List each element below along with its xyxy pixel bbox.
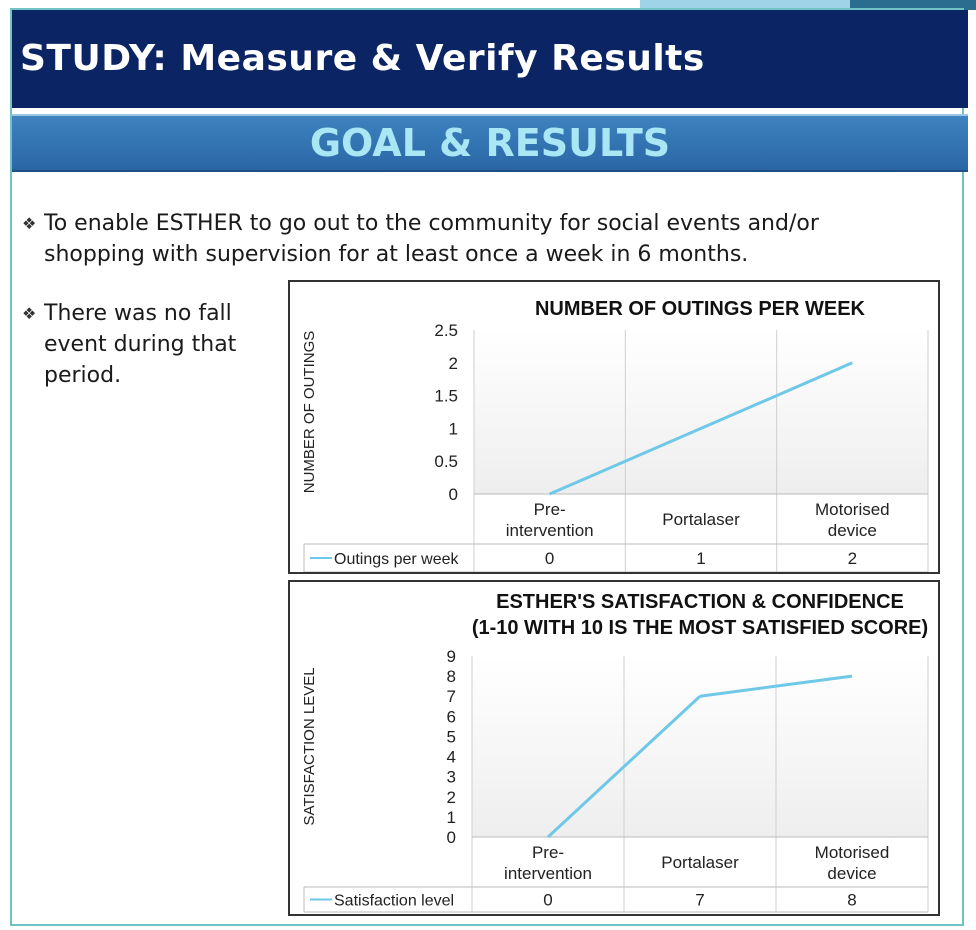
chart2-y-tick-label: 0 [447,828,456,847]
chart1-y-tick-label: 1.5 [434,387,458,406]
chart2-y-tick-label: 4 [447,748,456,767]
chart2-plot-area [472,656,928,837]
chart1-data-value: 2 [848,549,857,568]
outings-chart: NUMBER OF OUTINGS PER WEEK NUMBER OF OUTI… [288,280,940,574]
chart1-category-label: Portalaser [662,510,740,529]
title-bar: STUDY: Measure & Verify Results [12,10,968,108]
chart2-data-value: 0 [543,891,552,910]
chart2-y-tick-label: 2 [447,788,456,807]
chart2-y-tick-label: 8 [447,667,456,686]
chart1-series-line [549,427,702,496]
chart1-data-value: 1 [696,549,705,568]
chart1-y-axis-label: NUMBER OF OUTINGS [301,331,318,494]
chart1-y-tick-label: 1 [449,419,458,438]
note-bullet: ❖ There was no fall event during that pe… [22,298,272,391]
chart2-y-tick-label: 6 [447,707,456,726]
outings-chart-svg: NUMBER OF OUTINGS PER WEEK NUMBER OF OUTI… [301,298,929,572]
goal-text: To enable ESTHER to go out to the commun… [44,211,819,267]
diamond-bullet-icon: ❖ [22,304,37,323]
chart2-subtitle: (1-10 WITH 10 IS THE MOST SATISFIED SCOR… [472,617,928,639]
chart2-y-tick-label: 1 [447,808,456,827]
chart2-y-tick-label: 7 [447,687,456,706]
chart1-y-tick-label: 0 [449,485,458,504]
chart2-y-tick-label: 3 [447,768,456,787]
chart2-y-tick-label: 9 [447,647,456,666]
top-accent-bar [640,0,976,10]
chart2-category-label: Pre-intervention [504,843,592,883]
chart2-category-label: Motorised device [815,843,890,883]
chart1-plot-area [474,330,928,494]
chart1-legend-label: Outings per week [334,551,460,568]
chart1-series-line [700,361,853,430]
chart1-y-tick-label: 0.5 [434,452,458,471]
slide-frame [10,8,964,926]
chart1-y-tick-label: 2 [449,354,458,373]
chart1-category-label: Motorised device [815,500,890,540]
chart2-legend-label: Satisfaction level [334,893,454,910]
note-text: There was no fall event during that peri… [44,301,237,388]
chart2-series-line [699,674,853,698]
chart2-y-axis-label: SATISFACTION LEVEL [301,667,318,825]
subtitle-bar: GOAL & RESULTS [12,114,968,172]
chart1-category-label: Pre-intervention [506,500,594,540]
chart2-y-tick-label: 5 [447,727,456,746]
top-accent-bar-dark [850,0,976,10]
chart2-series-line [546,695,702,839]
chart2-title: ESTHER'S SATISFACTION & CONFIDENCE [496,591,904,613]
chart1-data-value: 0 [545,549,554,568]
chart2-data-value: 8 [847,891,856,910]
satisfaction-chart-svg: ESTHER'S SATISFACTION & CONFIDENCE (1-10 … [301,591,929,913]
chart1-title: NUMBER OF OUTINGS PER WEEK [535,298,866,320]
chart1-y-tick-label: 2.5 [434,321,458,340]
chart2-category-label: Portalaser [661,853,739,872]
goal-bullet: ❖ To enable ESTHER to go out to the comm… [22,208,922,270]
satisfaction-chart: ESTHER'S SATISFACTION & CONFIDENCE (1-10 … [288,580,940,916]
diamond-bullet-icon: ❖ [22,214,37,233]
chart2-data-value: 7 [695,891,704,910]
slide-title: STUDY: Measure & Verify Results [20,38,705,79]
section-heading: GOAL & RESULTS [309,121,671,165]
